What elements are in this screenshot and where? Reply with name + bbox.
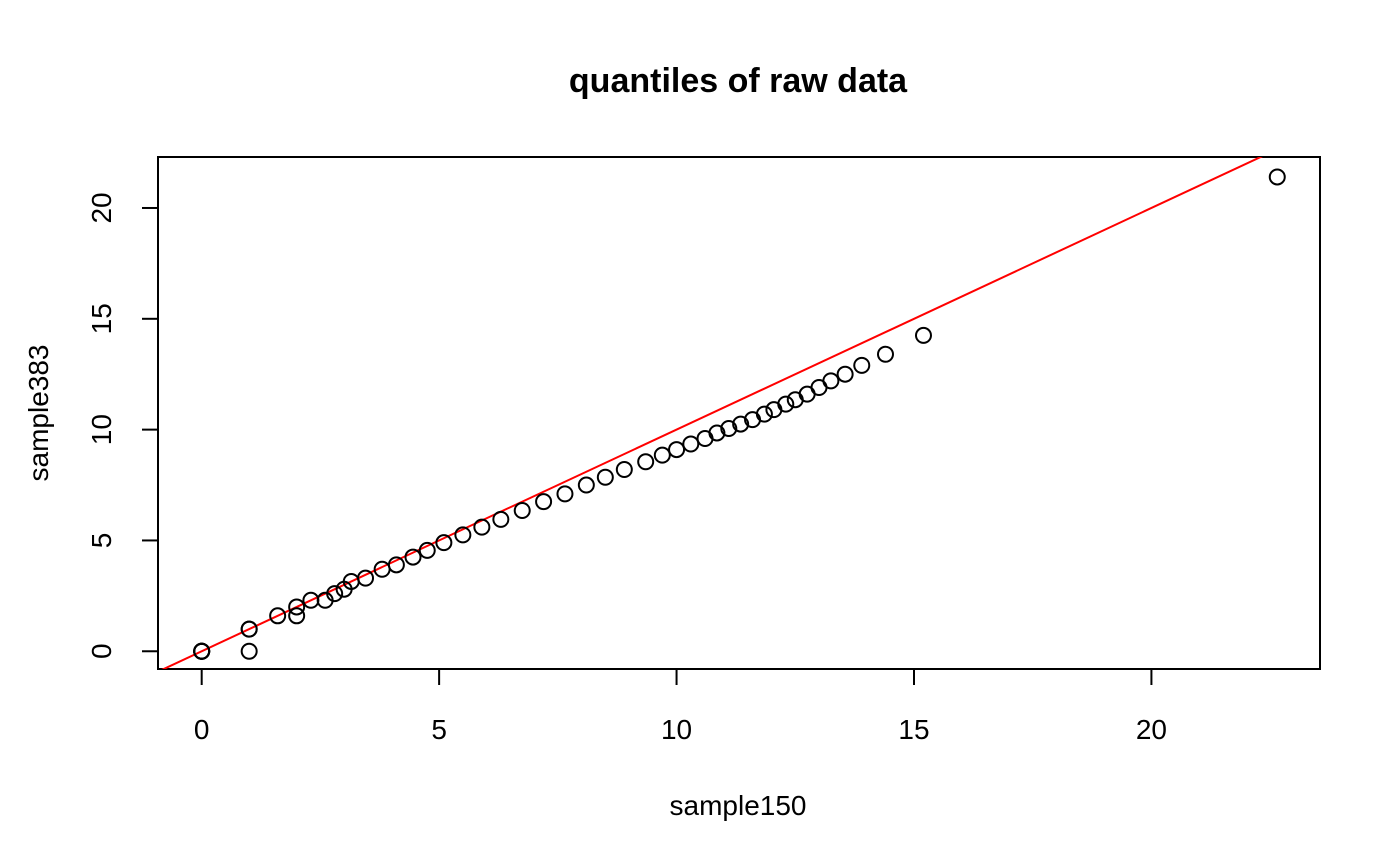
data-point xyxy=(418,541,436,559)
data-point xyxy=(435,534,453,552)
data-point xyxy=(755,405,773,423)
data-point xyxy=(492,510,510,528)
data-point xyxy=(732,415,750,433)
data-point xyxy=(682,435,700,453)
data-point xyxy=(556,485,574,503)
reference-line xyxy=(161,157,1264,669)
data-point xyxy=(876,345,894,363)
data-point xyxy=(357,569,375,587)
data-point xyxy=(240,620,258,638)
data-point xyxy=(615,461,633,479)
data-point xyxy=(596,468,614,486)
x-tick-label: 0 xyxy=(194,714,210,745)
data-point xyxy=(513,502,531,520)
data-point xyxy=(387,556,405,574)
data-point xyxy=(853,356,871,374)
y-tick-label: 15 xyxy=(86,303,117,334)
data-point xyxy=(535,493,553,511)
x-tick-label: 15 xyxy=(898,714,929,745)
data-point xyxy=(637,453,655,471)
x-axis-label: sample150 xyxy=(670,790,807,821)
plot-frame xyxy=(157,156,1321,670)
data-point xyxy=(454,526,472,544)
x-tick-label: 5 xyxy=(431,714,447,745)
data-point xyxy=(240,642,258,660)
x-tick-label: 10 xyxy=(661,714,692,745)
data-point xyxy=(404,548,422,566)
data-point xyxy=(668,441,686,459)
data-point xyxy=(822,372,840,390)
data-point xyxy=(1268,168,1286,186)
data-point xyxy=(193,642,211,660)
y-tick-label: 5 xyxy=(86,533,117,549)
data-point xyxy=(653,446,671,464)
data-point xyxy=(326,585,344,603)
data-point xyxy=(836,365,854,383)
y-axis: 0 5 10 15 20 xyxy=(86,192,159,659)
data-point xyxy=(720,420,738,438)
chart-title: quantiles of raw data xyxy=(569,62,908,100)
y-axis-label: sample383 xyxy=(23,345,54,482)
x-tick-label: 20 xyxy=(1136,714,1167,745)
data-point xyxy=(269,607,287,625)
data-point xyxy=(708,424,726,442)
data-point xyxy=(288,607,306,625)
data-point xyxy=(288,598,306,616)
data-point xyxy=(473,518,491,536)
y-tick-label: 0 xyxy=(86,643,117,659)
data-point xyxy=(914,326,932,344)
data-point xyxy=(577,476,595,494)
y-tick-label: 10 xyxy=(86,414,117,445)
x-axis: 0 5 10 15 20 xyxy=(194,668,1167,745)
data-point xyxy=(777,395,795,413)
y-tick-label: 20 xyxy=(86,192,117,223)
